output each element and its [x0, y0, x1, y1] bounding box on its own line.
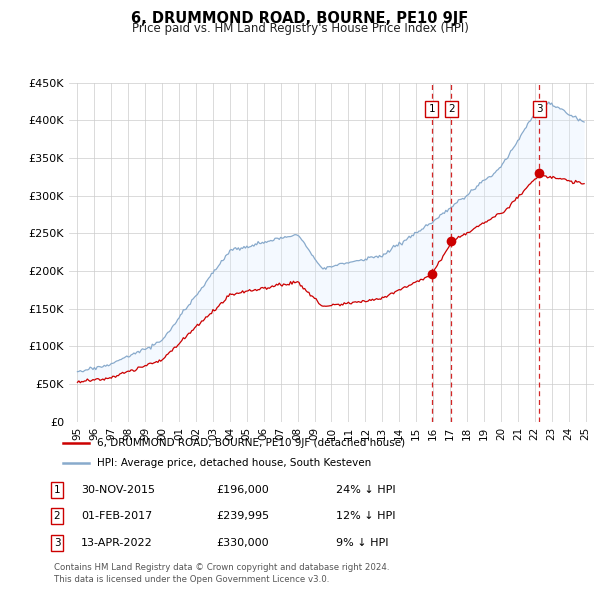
- Text: 2: 2: [53, 512, 61, 521]
- Text: 1: 1: [428, 104, 435, 114]
- Text: Contains HM Land Registry data © Crown copyright and database right 2024.
This d: Contains HM Land Registry data © Crown c…: [54, 563, 389, 584]
- Text: 2: 2: [448, 104, 455, 114]
- Text: £239,995: £239,995: [216, 512, 269, 521]
- Text: 24% ↓ HPI: 24% ↓ HPI: [336, 485, 395, 494]
- Text: 3: 3: [53, 538, 61, 548]
- Text: 6, DRUMMOND ROAD, BOURNE, PE10 9JF (detached house): 6, DRUMMOND ROAD, BOURNE, PE10 9JF (deta…: [97, 438, 406, 448]
- Text: HPI: Average price, detached house, South Kesteven: HPI: Average price, detached house, Sout…: [97, 458, 371, 468]
- Text: 12% ↓ HPI: 12% ↓ HPI: [336, 512, 395, 521]
- Text: 30-NOV-2015: 30-NOV-2015: [81, 485, 155, 494]
- Text: Price paid vs. HM Land Registry's House Price Index (HPI): Price paid vs. HM Land Registry's House …: [131, 22, 469, 35]
- Text: 6, DRUMMOND ROAD, BOURNE, PE10 9JF: 6, DRUMMOND ROAD, BOURNE, PE10 9JF: [131, 11, 469, 25]
- Text: 9% ↓ HPI: 9% ↓ HPI: [336, 538, 389, 548]
- Text: £196,000: £196,000: [216, 485, 269, 494]
- Text: £330,000: £330,000: [216, 538, 269, 548]
- Text: 1: 1: [53, 485, 61, 494]
- Text: 01-FEB-2017: 01-FEB-2017: [81, 512, 152, 521]
- Text: 3: 3: [536, 104, 543, 114]
- Text: 13-APR-2022: 13-APR-2022: [81, 538, 153, 548]
